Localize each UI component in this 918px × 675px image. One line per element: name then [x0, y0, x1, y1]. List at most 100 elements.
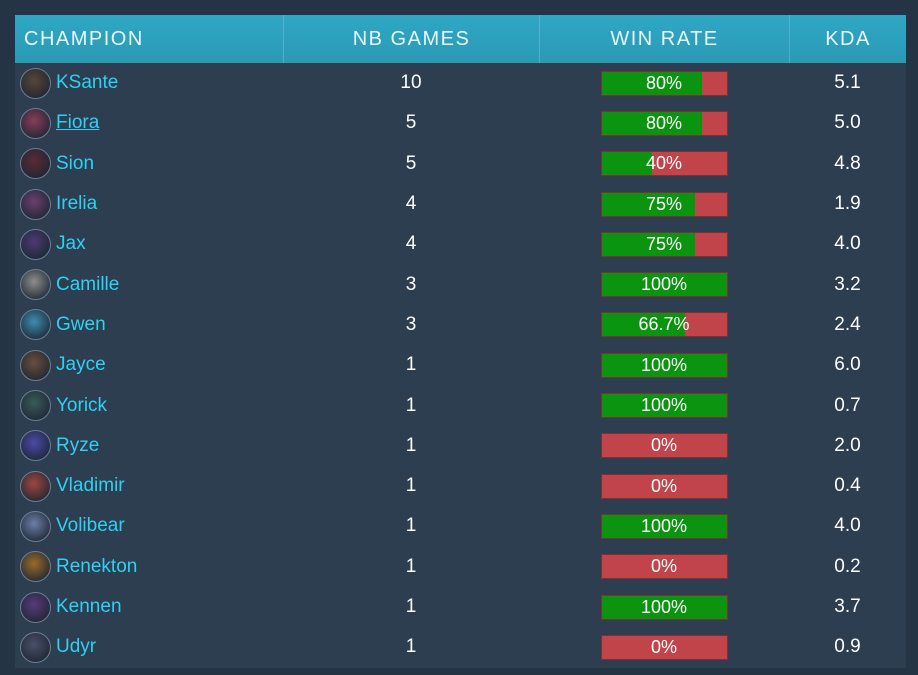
table-row: Sion 5 40% 4.8: [15, 144, 906, 184]
table-row: Udyr 1 0% 0.9: [15, 627, 906, 667]
table-row: Jayce 1 100% 6.0: [15, 345, 906, 385]
yorick-avatar-icon[interactable]: [20, 390, 51, 422]
table-body: KSante 10 80% 5.1 Fiora 5: [15, 63, 906, 667]
table-row: Yorick 1 100% 0.7: [15, 385, 906, 425]
games-count: 4: [405, 193, 417, 215]
winrate-fill: [601, 394, 727, 418]
kda-value: 4.0: [834, 515, 861, 537]
kda-value: 0.2: [834, 555, 861, 577]
winrate-fill: [601, 273, 727, 297]
champion-stats-table: CHAMPION NB GAMES WIN RATE KDA KSante 10…: [15, 15, 906, 668]
winrate-cell: 80%: [539, 70, 789, 96]
kda-value: 5.0: [834, 112, 861, 134]
column-header-winrate[interactable]: WIN RATE: [539, 15, 789, 63]
winrate-label: 0%: [650, 475, 677, 496]
winrate-fill: [601, 192, 696, 216]
udyr-avatar-icon[interactable]: [20, 631, 51, 663]
column-header-champion[interactable]: CHAMPION: [24, 27, 144, 50]
champion-cell: Kennen: [15, 591, 283, 623]
champion-name-link[interactable]: Irelia: [56, 193, 98, 215]
winrate-fill: [601, 353, 727, 377]
champion-name-link[interactable]: Camille: [56, 273, 120, 295]
champion-name-link[interactable]: Jax: [56, 233, 86, 255]
winrate-bar: 75%: [600, 191, 728, 217]
champion-cell: Renekton: [15, 551, 283, 583]
winrate-cell: 100%: [539, 513, 789, 539]
winrate-label: 100%: [640, 354, 688, 375]
games-count: 1: [405, 555, 417, 577]
champion-name-link[interactable]: Ryze: [56, 434, 100, 456]
winrate-fill: [601, 71, 702, 95]
table-row: KSante 10 80% 5.1: [15, 63, 906, 103]
irelia-avatar-icon[interactable]: [20, 188, 51, 220]
camille-avatar-icon[interactable]: [20, 269, 51, 301]
games-count: 4: [405, 233, 417, 255]
champion-name-link[interactable]: Fiora: [56, 112, 100, 134]
champion-name-link[interactable]: Yorick: [56, 394, 108, 416]
games-count: 1: [405, 515, 417, 537]
volibear-avatar-icon[interactable]: [20, 510, 51, 542]
table-row: Ryze 1 0% 2.0: [15, 426, 906, 466]
champion-name-link[interactable]: Vladimir: [56, 475, 125, 497]
table-row: Gwen 3 66.7% 2.4: [15, 305, 906, 345]
champion-cell: Yorick: [15, 390, 283, 422]
kda-value: 0.9: [834, 636, 861, 658]
ryze-avatar-icon[interactable]: [20, 430, 51, 462]
champion-name-link[interactable]: Volibear: [56, 515, 125, 537]
winrate-bar: 66.7%: [600, 312, 728, 338]
kda-value: 3.7: [834, 596, 861, 617]
winrate-label: 75%: [645, 233, 683, 254]
kda-value: 0.4: [834, 475, 861, 497]
champion-cell: Gwen: [15, 309, 283, 341]
winrate-cell: 66.7%: [539, 312, 789, 338]
winrate-cell: 0%: [539, 554, 789, 580]
winrate-label: 66.7%: [638, 314, 690, 335]
champion-name-link[interactable]: Udyr: [56, 636, 97, 658]
fiora-avatar-icon[interactable]: [20, 107, 51, 139]
kda-value: 1.9: [834, 193, 861, 215]
champion-cell: KSante: [15, 67, 283, 99]
jax-avatar-icon[interactable]: [20, 228, 51, 260]
winrate-bar: 80%: [600, 70, 728, 96]
column-header-games[interactable]: NB GAMES: [283, 15, 539, 63]
kda-value: 4.8: [834, 152, 861, 174]
champion-name-link[interactable]: Jayce: [56, 354, 106, 376]
winrate-cell: 0%: [539, 433, 789, 459]
winrate-bar: 80%: [600, 110, 728, 136]
vladimir-avatar-icon[interactable]: [20, 470, 51, 502]
winrate-cell: 40%: [539, 151, 789, 177]
column-header-kda[interactable]: KDA: [789, 15, 906, 63]
kda-value: 0.7: [834, 394, 861, 416]
champion-cell: Volibear: [15, 510, 283, 542]
sion-avatar-icon[interactable]: [20, 148, 51, 180]
winrate-label: 0%: [650, 556, 677, 577]
kennen-avatar-icon[interactable]: [20, 591, 51, 623]
winrate-bar: 100%: [600, 513, 728, 539]
champion-name-link[interactable]: Gwen: [56, 313, 106, 335]
champion-name-link[interactable]: Sion: [56, 152, 95, 174]
gwen-avatar-icon[interactable]: [20, 309, 51, 341]
winrate-cell: 0%: [539, 473, 789, 499]
table-row: Kennen 1 100% 3.7: [15, 587, 906, 627]
winrate-fill: [601, 514, 727, 538]
champion-name-link[interactable]: KSante: [56, 72, 119, 94]
table-row: Renekton 1 0% 0.2: [15, 547, 906, 587]
winrate-label: 100%: [640, 596, 688, 617]
ksante-avatar-icon[interactable]: [20, 67, 51, 99]
champion-cell: Jax: [15, 228, 283, 260]
renekton-avatar-icon[interactable]: [20, 551, 51, 583]
winrate-bar: 0%: [600, 473, 728, 499]
games-count: 1: [405, 434, 417, 456]
winrate-fill: [601, 313, 685, 337]
champion-name-link[interactable]: Renekton: [56, 555, 138, 577]
winrate-bar: 100%: [600, 272, 728, 298]
winrate-cell: 75%: [539, 191, 789, 217]
champion-name-link[interactable]: Kennen: [56, 596, 122, 617]
games-count: 1: [405, 354, 417, 376]
winrate-cell: 75%: [539, 231, 789, 257]
jayce-avatar-icon[interactable]: [20, 349, 51, 381]
kda-value: 2.4: [834, 313, 861, 335]
games-count: 1: [405, 596, 417, 617]
table-row: Volibear 1 100% 4.0: [15, 506, 906, 546]
winrate-label: 80%: [645, 112, 683, 133]
